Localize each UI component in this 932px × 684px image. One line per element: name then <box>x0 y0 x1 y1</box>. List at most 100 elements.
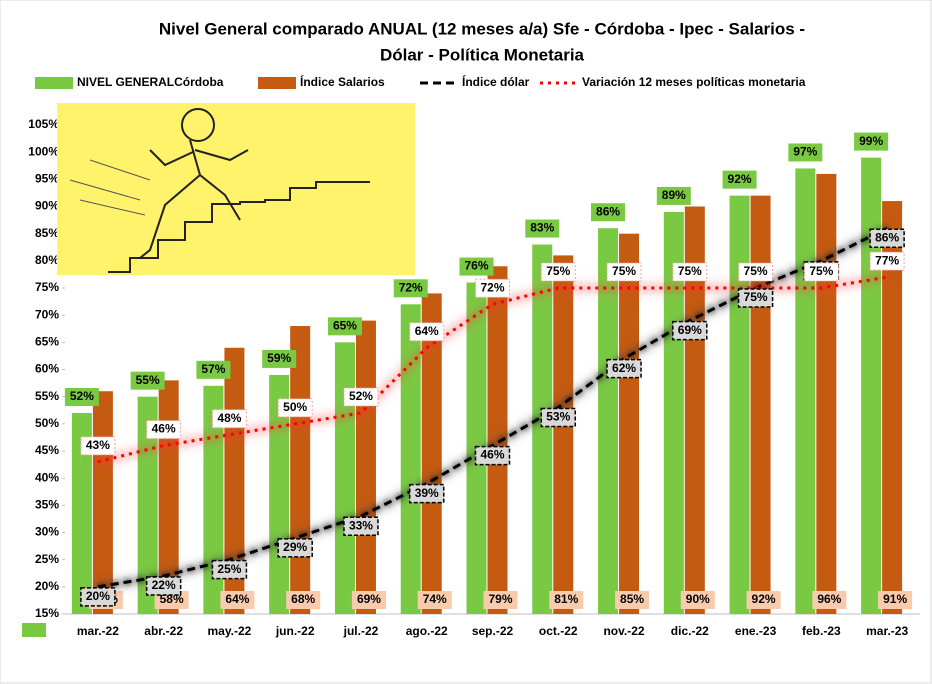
value-label: 79% <box>488 592 512 606</box>
value-label: 46% <box>152 422 176 436</box>
x-tick-label: abr.-22 <box>144 624 183 638</box>
y-tick-label: 45% <box>35 443 59 457</box>
legend-swatch <box>258 77 296 89</box>
bar <box>816 174 836 614</box>
legend-fragment <box>22 623 46 637</box>
value-label: 69% <box>678 323 702 337</box>
bar <box>619 234 639 614</box>
x-tick-label: mar.-22 <box>77 624 119 638</box>
y-tick-label: 35% <box>35 498 59 512</box>
x-tick-label: dic.-22 <box>671 624 709 638</box>
legend-label: NIVEL GENERALCórdoba <box>77 75 224 89</box>
y-tick-label: 85% <box>35 226 59 240</box>
x-tick-label: may.-22 <box>208 624 252 638</box>
value-label: 75% <box>744 264 768 278</box>
value-label: 53% <box>546 410 570 424</box>
value-label: 68% <box>291 592 315 606</box>
value-label: 50% <box>283 400 307 414</box>
bar <box>335 342 355 614</box>
y-tick-label: 70% <box>35 307 59 321</box>
value-label: 72% <box>399 280 423 294</box>
value-label: 85% <box>620 592 644 606</box>
y-tick-label: 65% <box>35 335 59 349</box>
value-label: 29% <box>283 540 307 554</box>
value-label: 64% <box>415 324 439 338</box>
y-tick-label: 15% <box>35 606 59 620</box>
bar <box>598 228 618 614</box>
value-label: 52% <box>349 389 373 403</box>
value-label: 89% <box>662 188 686 202</box>
chart: Nivel General comparado ANUAL (12 meses … <box>0 0 932 684</box>
y-tick-label: 50% <box>35 416 59 430</box>
illustration <box>57 103 415 275</box>
x-tick-label: sep.-22 <box>472 624 514 638</box>
value-label: 62% <box>612 361 636 375</box>
value-label: 33% <box>349 518 373 532</box>
x-tick-label: nov.-22 <box>603 624 644 638</box>
value-label: 83% <box>530 221 554 235</box>
value-label: 77% <box>875 253 899 267</box>
value-label: 43% <box>86 438 110 452</box>
bar <box>401 304 421 614</box>
value-label: 39% <box>415 486 439 500</box>
chart-subtitle: Dólar - Política Monetaria <box>380 45 585 64</box>
value-label: 75% <box>744 290 768 304</box>
y-tick-label: 80% <box>35 253 59 267</box>
y-tick-label: 100% <box>28 144 59 158</box>
value-label: 46% <box>480 448 504 462</box>
value-label: 74% <box>423 592 447 606</box>
bar <box>751 196 771 614</box>
value-label: 64% <box>225 592 249 606</box>
value-label: 92% <box>752 592 776 606</box>
bar <box>422 293 442 614</box>
illustration-bg <box>57 103 415 275</box>
value-label: 81% <box>554 592 578 606</box>
x-tick-label: mar.-23 <box>866 624 908 638</box>
value-label: 22% <box>152 578 176 592</box>
value-label: 59% <box>267 351 291 365</box>
value-label: 57% <box>201 362 225 376</box>
value-label: 86% <box>596 204 620 218</box>
y-tick-label: 55% <box>35 389 59 403</box>
value-label: 52% <box>70 389 94 403</box>
value-label: 75% <box>546 264 570 278</box>
value-label: 97% <box>793 145 817 159</box>
y-tick-label: 95% <box>35 172 59 186</box>
y-tick-label: 25% <box>35 552 59 566</box>
value-label: 20% <box>86 589 110 603</box>
value-label: 75% <box>809 264 833 278</box>
y-tick-label: 40% <box>35 470 59 484</box>
value-label: 86% <box>875 230 899 244</box>
y-tick-label: 90% <box>35 199 59 213</box>
x-tick-label: feb.-23 <box>802 624 841 638</box>
y-tick-label: 75% <box>35 280 59 294</box>
value-label: 55% <box>136 373 160 387</box>
value-label: 25% <box>217 562 241 576</box>
bar <box>553 255 573 614</box>
y-tick-label: 105% <box>28 117 59 131</box>
y-tick-label: 30% <box>35 525 59 539</box>
value-label: 48% <box>217 411 241 425</box>
x-tick-label: oct.-22 <box>539 624 578 638</box>
value-label: 91% <box>883 592 907 606</box>
value-label: 99% <box>859 134 883 148</box>
chart-title: Nivel General comparado ANUAL (12 meses … <box>159 19 805 38</box>
legend-label: Variación 12 meses políticas monetaria <box>582 75 806 89</box>
value-label: 90% <box>686 592 710 606</box>
bar <box>356 321 376 614</box>
y-tick-label: 20% <box>35 579 59 593</box>
x-tick-label: ago.-22 <box>406 624 448 638</box>
value-label: 76% <box>464 259 488 273</box>
x-tick-label: jun.-22 <box>275 624 315 638</box>
bar <box>290 326 310 614</box>
value-label: 65% <box>333 319 357 333</box>
x-tick-label: ene.-23 <box>735 624 777 638</box>
value-label: 72% <box>480 280 504 294</box>
legend-label: Índice dólar <box>462 74 530 89</box>
legend-swatch <box>35 77 73 89</box>
value-label: 75% <box>612 264 636 278</box>
x-tick-label: jul.-22 <box>343 624 379 638</box>
value-label: 92% <box>728 172 752 186</box>
legend-label: Índice Salarios <box>300 74 385 89</box>
bar <box>730 196 750 614</box>
